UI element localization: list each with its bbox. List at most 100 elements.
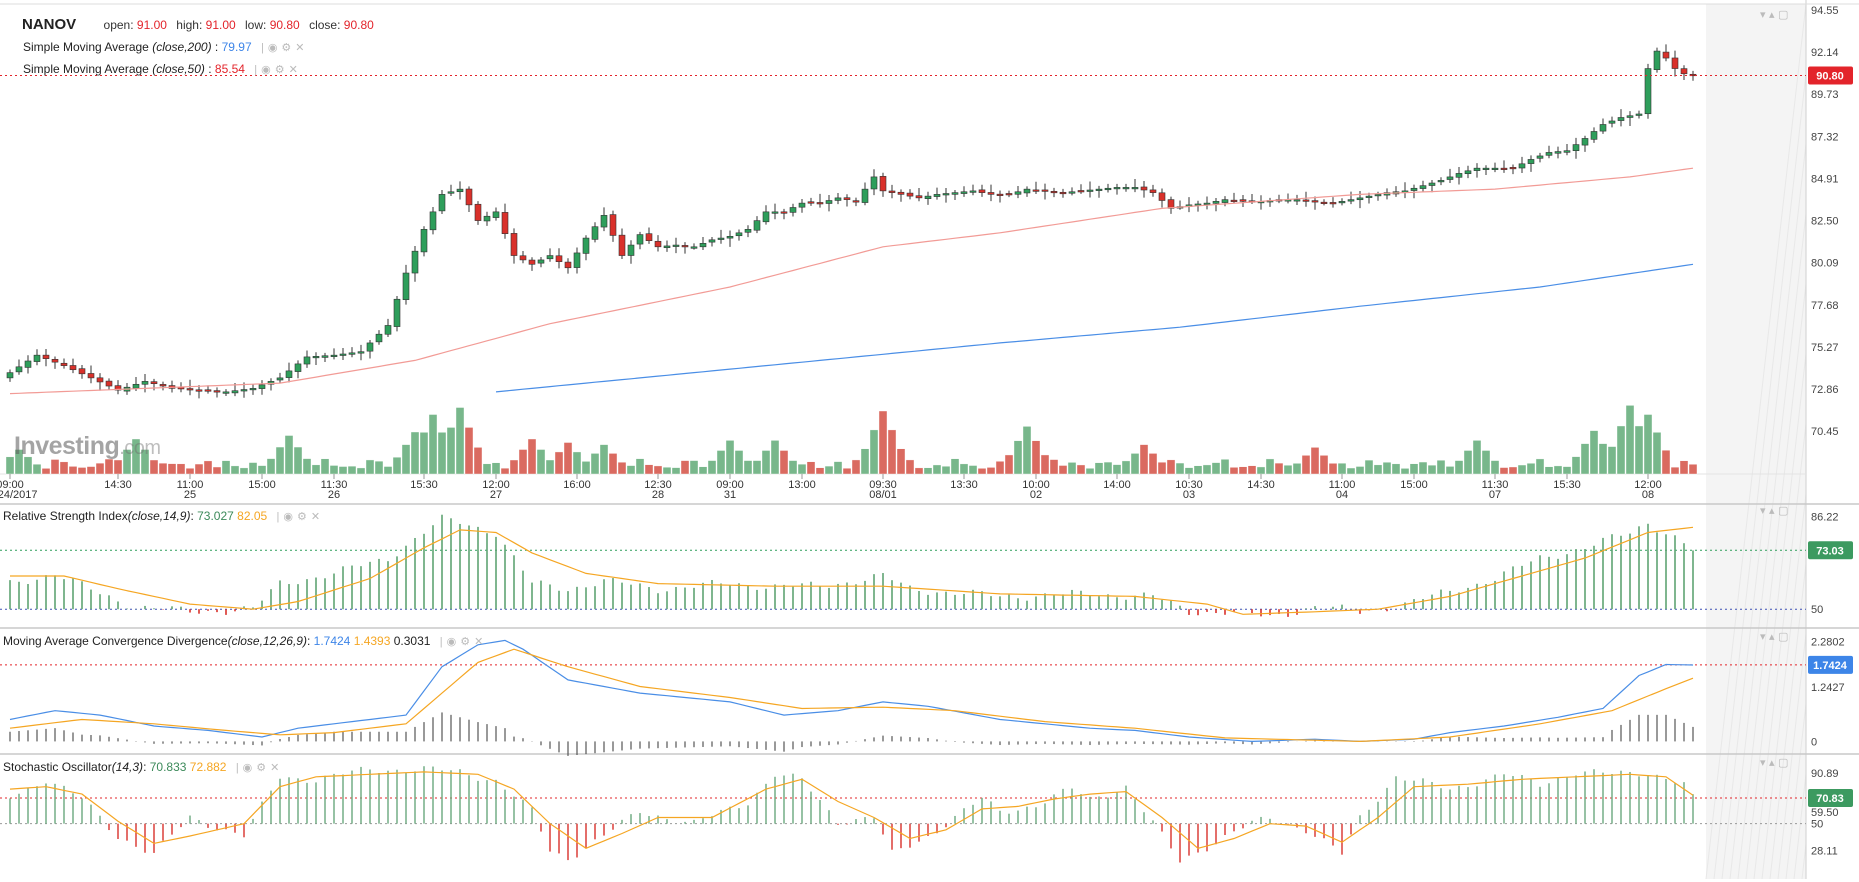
candle-down [1005,193,1013,196]
volume-bar [1112,464,1122,475]
volume-bar [302,458,312,475]
time-tick-label: 10:30 [1175,479,1203,491]
macd-controls-icon[interactable]: |◉⚙✕ [439,636,488,648]
indicator-value-label: 73.03 [1816,545,1844,557]
pane-controls-icon[interactable]: ▾ ▴ ▢ [1760,756,1788,769]
volume-bar [14,449,24,475]
volume-bar [824,465,834,475]
volume-bar [923,467,933,475]
candle-down [96,377,104,383]
candle-up [1644,68,1652,115]
time-tick-label: 11:30 [1482,479,1509,491]
candle-up [1104,187,1112,191]
open-label: open: [103,18,134,32]
volume-bar [86,466,96,475]
candle-up [573,252,581,268]
volume-bar [194,463,204,475]
volume-bar [806,461,816,475]
candle-down [1302,199,1310,202]
candle-down [51,358,59,363]
candle-up [1455,173,1463,178]
pane-controls-icon[interactable]: ▾ ▴ ▢ [1760,504,1788,517]
volume-bar [1193,465,1203,475]
candle-down [888,190,896,193]
volume-bar [536,449,546,475]
candle-down [1230,199,1238,202]
volume-bar [752,460,762,475]
volume-bar [1346,467,1356,475]
macd-signal-line [9,648,1694,743]
candle-up [708,239,716,243]
date-tick-label: 25 [184,489,196,501]
low-value: 90.80 [269,18,300,32]
volume-bar [761,450,771,475]
pane-controls-icon[interactable]: ▾ ▴ ▢ [1760,8,1788,21]
candle-up [600,215,608,228]
volume-bar [581,461,591,475]
volume-bar [905,459,915,475]
sma200-label: Simple Moving Average [23,40,149,54]
volume-bar [986,467,996,475]
candle-down [609,214,617,236]
candle-up [411,250,419,274]
candle-down [1500,167,1508,170]
volume-bar [401,444,411,475]
volume-bar [968,465,978,475]
candle-up [492,211,500,218]
candle-up [537,259,545,264]
candle-down [150,381,158,385]
volume-bar [1580,443,1590,475]
stoch-controls-icon[interactable]: |◉⚙✕ [235,762,284,774]
rsi-signal-value: 82.05 [237,509,268,523]
volume-bar [1589,430,1599,475]
candle-up [1014,191,1022,195]
candle-down [816,202,824,205]
volume-bar [158,462,168,475]
candle-up [402,272,410,301]
volume-bar [1337,462,1347,475]
candle-up [672,244,680,247]
indicator-tick-label: 28.11 [1811,846,1838,858]
indicator-value-label: 70.83 [1816,793,1844,805]
sma200-controls-icon[interactable]: |◉⚙✕ [260,42,309,54]
volume-bar [68,466,78,475]
volume-bar [590,453,600,475]
volume-bar [1508,466,1518,475]
rsi-value: 73.027 [197,509,234,523]
last-price-tag [1808,66,1853,85]
price-tick-label: 77.68 [1811,300,1839,312]
future-hatch-line [1721,3,1823,880]
date-tick-label: 26 [328,489,340,501]
candle-up [1365,195,1373,198]
candle-up [951,192,959,195]
sma50-controls-icon[interactable]: |◉⚙✕ [254,64,302,76]
date-tick-label: 27 [490,489,502,501]
volume-bar [572,451,582,475]
volume-bar [932,464,942,475]
candle-up [249,388,257,391]
close-value: 90.80 [343,18,374,32]
volume-bar [1022,426,1032,475]
volume-bar [1607,446,1617,475]
candle-up [627,244,635,256]
time-tick-label: 15:00 [248,479,276,491]
candle-up [735,232,743,237]
volume-bar [275,446,285,475]
candle-up [393,298,401,327]
watermark-domain: .com [119,437,161,459]
volume-bar [1319,455,1329,475]
price-tick-label: 70.45 [1811,426,1839,438]
price-tick-label: 92.14 [1811,47,1839,59]
volume-bar [1481,450,1491,475]
candle-up [348,352,356,355]
time-tick-label: 11:30 [321,479,348,491]
pane-controls-icon[interactable]: ▾ ▴ ▢ [1760,630,1788,643]
rsi-controls-icon[interactable]: |◉⚙✕ [276,511,325,523]
candle-down [114,385,122,391]
volume-bar [1166,459,1176,475]
candle-down [78,368,86,375]
candle-down [645,233,653,241]
symbol-label[interactable]: NANOV [22,16,77,33]
volume-bar [1283,465,1293,475]
